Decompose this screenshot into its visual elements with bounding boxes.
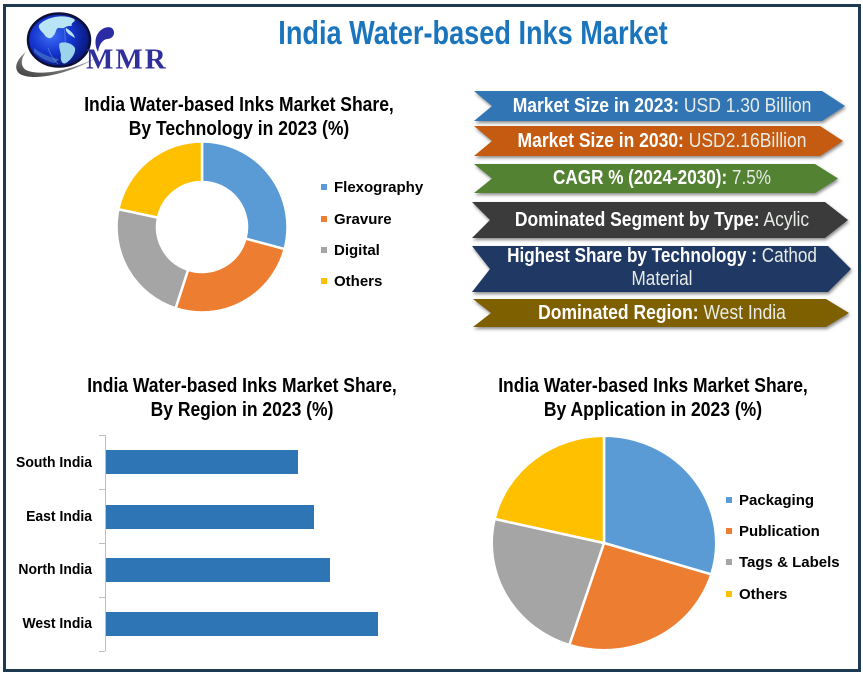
svg-text:MMR: MMR xyxy=(86,44,168,76)
